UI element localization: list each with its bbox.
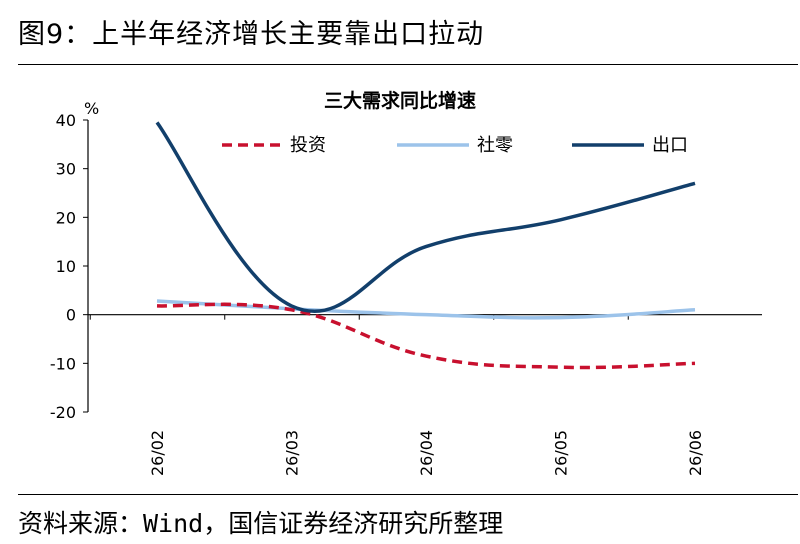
figure-title: 图9：上半年经济增长主要靠出口拉动 xyxy=(18,19,485,50)
legend-export: 出口 xyxy=(572,135,688,156)
y-tick-label: 40 xyxy=(56,111,76,130)
x-tick-label: 26/04 xyxy=(417,430,436,476)
x-tick-label: 26/05 xyxy=(552,430,571,476)
y-axis-unit: % xyxy=(84,99,99,118)
series-line-investment xyxy=(156,302,696,370)
y-tick-label: 20 xyxy=(56,208,76,227)
axes: 40 30 20 10 0 -10 -20 26/02 26/03 26/04 26/05 26/06 xyxy=(50,111,762,476)
x-tick-label: 26/02 xyxy=(148,430,167,476)
y-tick-label: -20 xyxy=(50,403,76,422)
series-layer xyxy=(155,121,696,370)
legend-label: 社零 xyxy=(477,135,513,156)
legend-retail: 社零 xyxy=(397,135,513,156)
y-tick-label: 10 xyxy=(56,257,76,276)
top-rule xyxy=(18,64,798,65)
chart-title: 三大需求同比增速 xyxy=(324,89,476,112)
legend-label: 投资 xyxy=(290,135,326,156)
y-tick-label: 30 xyxy=(56,160,76,179)
legend-investment: 投资 xyxy=(222,135,326,156)
legend: 投资 社零 出口 xyxy=(222,135,688,156)
x-tick-label: 26/06 xyxy=(686,430,705,476)
x-tick-label: 26/03 xyxy=(283,430,302,476)
y-tick-label: 0 xyxy=(66,306,76,325)
series-line-export xyxy=(155,121,696,314)
y-tick-label: -10 xyxy=(50,354,76,373)
legend-label: 出口 xyxy=(652,135,688,156)
bottom-rule xyxy=(18,494,798,495)
source-note: 资料来源：Wind，国信证券经济研究所整理 xyxy=(18,509,504,538)
